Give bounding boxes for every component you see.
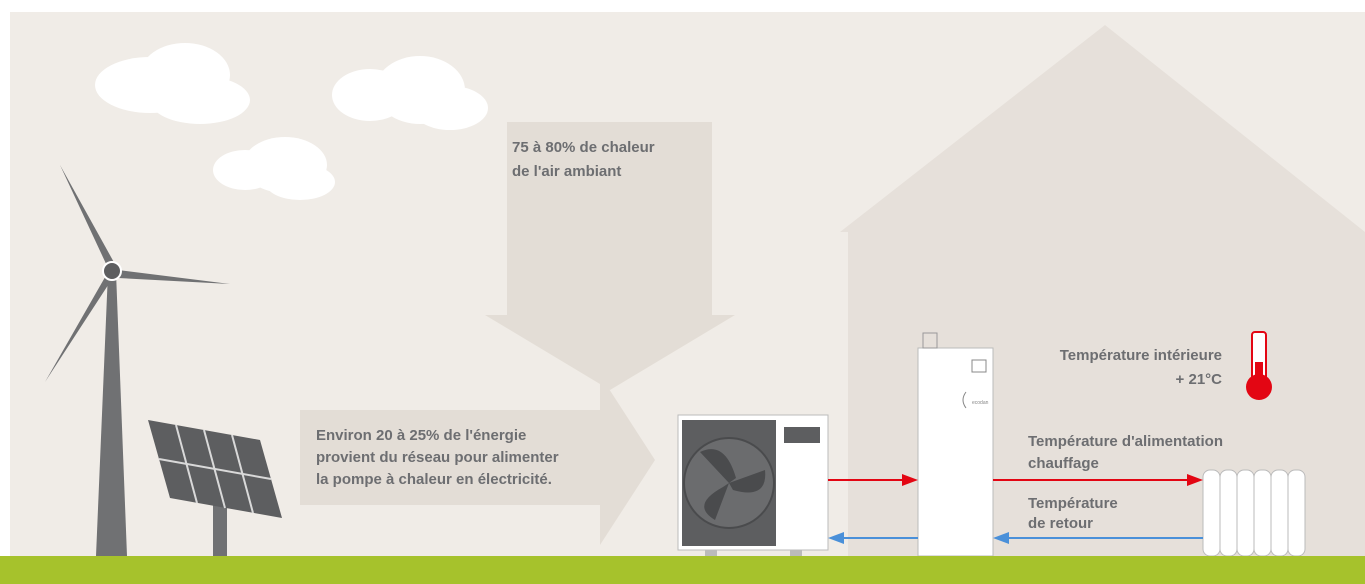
return-temperature: de retour bbox=[1028, 515, 1093, 532]
grid-arrow-part bbox=[600, 375, 655, 545]
indoor-unit-part bbox=[971, 359, 987, 373]
thermometer-part bbox=[1255, 362, 1263, 384]
indoor-temperature: Température intérieure bbox=[1060, 347, 1222, 364]
outdoor-unit-part bbox=[790, 550, 802, 556]
outdoor-unit bbox=[677, 414, 829, 556]
radiator-part bbox=[1219, 469, 1238, 557]
indoor-temperature: + 21°C bbox=[1176, 371, 1223, 388]
brand-label: ecodan bbox=[972, 400, 989, 406]
radiator-part bbox=[1202, 469, 1221, 557]
indoor-unit: ecodan bbox=[917, 332, 994, 557]
supply-arrow bbox=[828, 474, 1203, 486]
outdoor-unit-part bbox=[784, 427, 820, 443]
ground bbox=[0, 556, 1365, 584]
wind-turbine-part bbox=[102, 261, 122, 281]
supply-arrow-part bbox=[1187, 474, 1203, 486]
radiator-part bbox=[1270, 469, 1289, 557]
air-arrow-part bbox=[485, 315, 735, 390]
wind-turbine-part bbox=[60, 165, 116, 268]
return-arrow bbox=[828, 532, 1203, 544]
radiator-part bbox=[1287, 469, 1306, 557]
outdoor-unit-part bbox=[705, 550, 717, 556]
air-label: 75 à 80% de chaleur bbox=[512, 139, 655, 156]
outdoor-unit-part bbox=[700, 449, 766, 520]
return-temperature: Température bbox=[1028, 495, 1118, 512]
radiator bbox=[1202, 469, 1306, 557]
wind-turbine-part bbox=[96, 272, 127, 556]
radiator-part bbox=[1253, 469, 1272, 557]
wind-turbine-part bbox=[45, 272, 114, 382]
solar-panel-part bbox=[158, 424, 272, 514]
indoor-unit-part bbox=[922, 332, 938, 349]
cloud-part bbox=[150, 76, 250, 124]
thermometer bbox=[1246, 331, 1272, 400]
supply-temperature: chauffage bbox=[1028, 455, 1099, 472]
supply-temperature: Température d'alimentation bbox=[1028, 433, 1223, 450]
air-arrow-part bbox=[507, 122, 712, 317]
solar-panel bbox=[148, 420, 282, 556]
thermometer-part bbox=[1246, 374, 1272, 400]
indoor-unit-part bbox=[962, 391, 967, 409]
radiator-part bbox=[1236, 469, 1255, 557]
cloud-part bbox=[412, 86, 488, 130]
grid-label: la pompe à chaleur en électricité. bbox=[316, 471, 552, 488]
grid-label: Environ 20 à 25% de l'énergie bbox=[316, 427, 526, 444]
return-arrow-part bbox=[993, 532, 1009, 544]
cloud bbox=[95, 43, 488, 200]
wind-turbine-part bbox=[118, 270, 230, 284]
grid-arrow bbox=[300, 375, 655, 545]
return-arrow-part bbox=[828, 532, 844, 544]
solar-panel-part-part bbox=[158, 458, 272, 480]
indoor-unit-part bbox=[917, 347, 994, 557]
air-label: de l'air ambiant bbox=[512, 163, 621, 180]
wind-turbine bbox=[45, 165, 230, 556]
solar-panel-part bbox=[213, 500, 227, 556]
cloud-part bbox=[265, 164, 335, 200]
supply-arrow-part bbox=[902, 474, 918, 486]
grid-label: provient du réseau pour alimenter bbox=[316, 449, 559, 466]
grid-arrow-part bbox=[300, 410, 602, 505]
air-arrow bbox=[485, 122, 735, 390]
